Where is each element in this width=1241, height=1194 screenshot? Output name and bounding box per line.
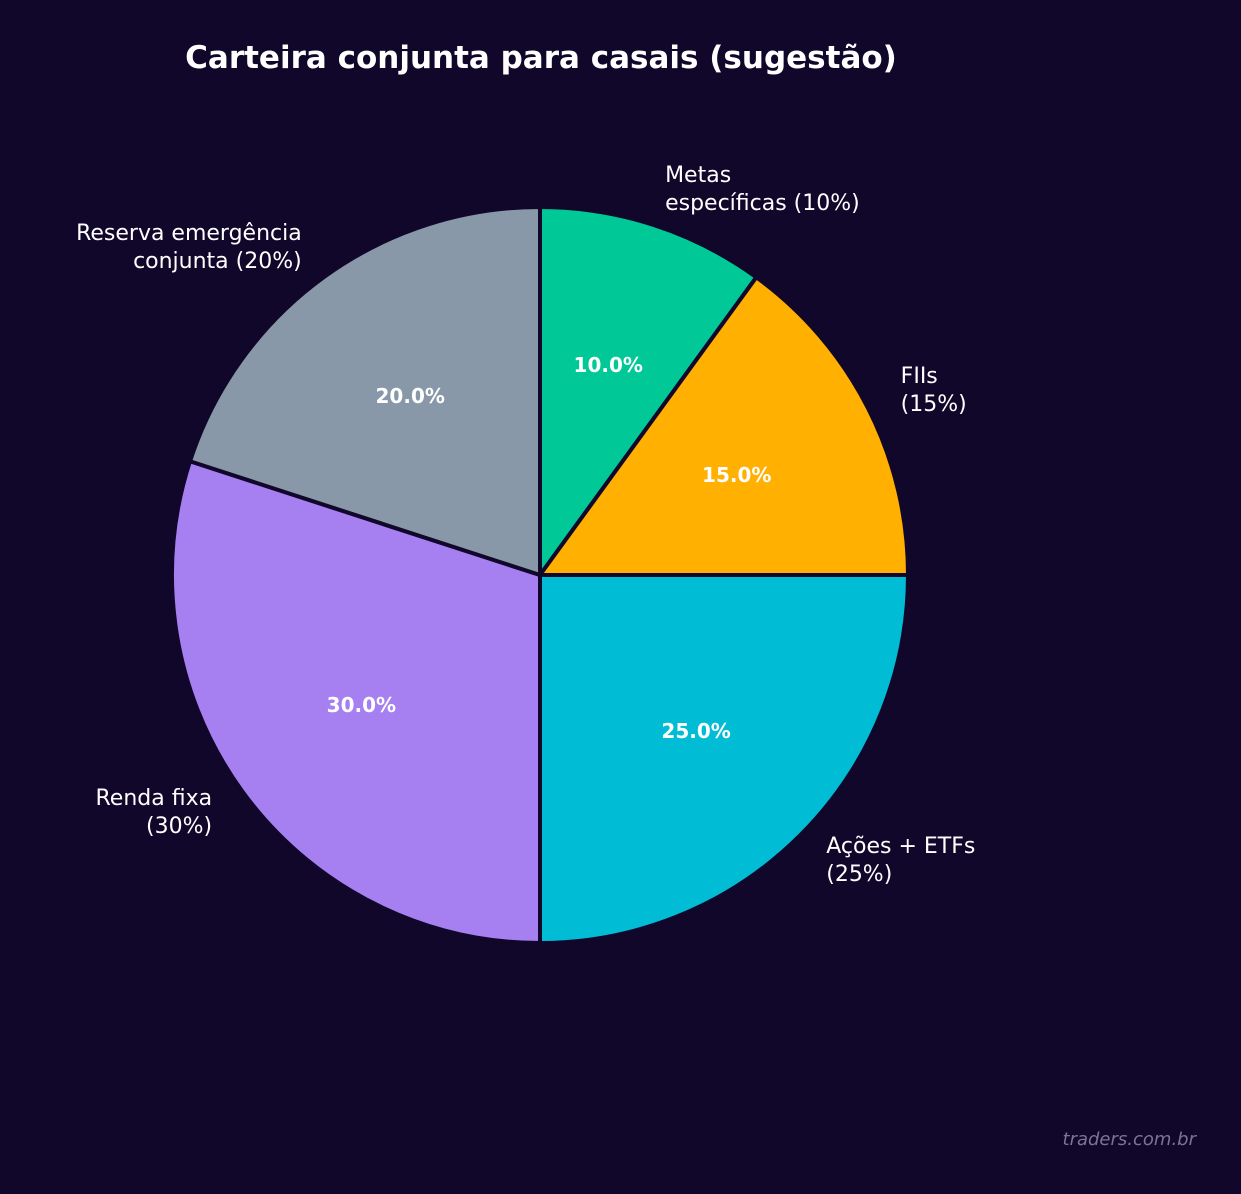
slice-category-label: Ações + ETFs (25%): [826, 834, 976, 888]
slice-category-label: Metas específicas (10%): [665, 163, 860, 216]
pie-slice-1: [538, 275, 910, 577]
pie-slice-4: [188, 205, 542, 577]
chart-title: Carteira conjunta para casais (sugestão): [185, 40, 897, 76]
slice-percent-label: 25.0%: [661, 719, 731, 744]
slice-percent-label: 30.0%: [326, 692, 397, 717]
watermark: traders.com.br: [1062, 1129, 1196, 1150]
pie-slice-2: [538, 573, 910, 945]
slice-category-label: Reserva emergência conjunta (20%): [76, 220, 302, 274]
pie-slice-0: [538, 205, 759, 577]
slice-percent-label: 15.0%: [702, 462, 772, 487]
slice-category-label: Renda fixa (30%): [95, 785, 213, 839]
slice-percent-label: 20.0%: [375, 384, 445, 409]
slice-category-label: FIIs (15%): [900, 364, 967, 418]
slice-percent-label: 10.0%: [573, 353, 643, 377]
pie-slice-3: [170, 459, 542, 945]
